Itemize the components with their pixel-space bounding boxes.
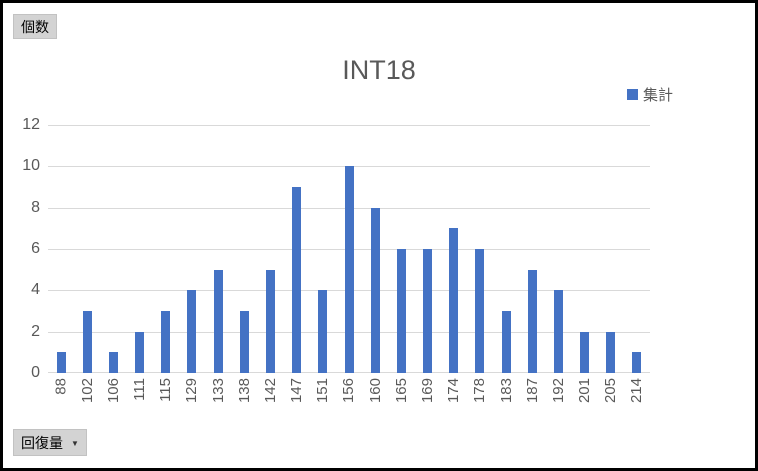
bar[interactable]	[318, 290, 328, 373]
x-axis-category-label: 133	[209, 378, 227, 404]
x-axis-category-label: 151	[314, 378, 332, 404]
x-axis-category-label: 205	[602, 378, 620, 404]
bar[interactable]	[82, 311, 92, 373]
x-axis-category-label: 169	[419, 378, 437, 404]
axis-field-button[interactable]: 回復量 ▼	[13, 429, 87, 456]
x-axis-category-label: 187	[523, 378, 541, 404]
x-axis-category-label: 192	[549, 378, 567, 404]
axis-field-label: 回復量	[21, 434, 63, 451]
bar[interactable]	[213, 269, 223, 373]
x-axis-category-label: 115	[157, 378, 175, 402]
bar[interactable]	[344, 166, 354, 373]
x-axis-category-label: 88	[52, 378, 70, 395]
y-axis-tick-label: 2	[31, 322, 40, 340]
bar[interactable]	[527, 269, 537, 373]
bar[interactable]	[632, 352, 642, 373]
y-axis-tick-label: 4	[31, 281, 40, 299]
y-axis-tick-label: 0	[31, 364, 40, 381]
bar[interactable]	[187, 290, 197, 373]
bar[interactable]	[580, 331, 590, 373]
gridline	[48, 125, 650, 126]
bar[interactable]	[56, 352, 66, 373]
y-axis-tick-label: 8	[31, 198, 40, 216]
y-axis-tick-label: 12	[22, 116, 40, 133]
plot-area	[48, 125, 650, 373]
legend[interactable]: 集計	[627, 84, 673, 105]
x-axis-category-label: 111	[131, 378, 149, 401]
x-axis-category-label: 142	[261, 378, 279, 404]
x-axis-category-label: 160	[366, 378, 384, 404]
x-axis-category-label: 165	[392, 378, 410, 404]
x-axis-category-label: 201	[576, 378, 594, 404]
dropdown-arrow-icon: ▼	[71, 438, 79, 448]
bar[interactable]	[501, 311, 511, 373]
y-axis-tick-label: 6	[31, 240, 40, 257]
x-axis-category-label: 129	[183, 378, 201, 404]
bar[interactable]	[239, 311, 249, 373]
bar[interactable]	[449, 228, 459, 373]
x-axis-category-label: 214	[628, 378, 646, 404]
chart-title: INT18	[342, 55, 416, 85]
x-axis-category-label: 178	[471, 378, 489, 404]
bar[interactable]	[553, 290, 563, 373]
x-axis-category-label: 102	[78, 378, 96, 404]
bar[interactable]	[475, 249, 485, 373]
legend-swatch-icon	[627, 89, 638, 100]
bar[interactable]	[396, 249, 406, 373]
y-axis-tick-label: 10	[22, 157, 40, 175]
bar[interactable]	[423, 249, 433, 373]
x-axis-category-label: 106	[104, 378, 122, 404]
x-axis-category-label: 147	[288, 378, 306, 404]
bar[interactable]	[370, 207, 380, 373]
legend-series-label: 集計	[643, 87, 674, 104]
bar[interactable]	[108, 352, 118, 373]
values-field-button[interactable]: 個数	[13, 14, 57, 39]
x-axis-category-label: 183	[497, 378, 515, 404]
bar[interactable]	[265, 269, 275, 373]
bar[interactable]	[135, 331, 145, 373]
bar[interactable]	[606, 331, 616, 373]
bar[interactable]	[292, 187, 302, 373]
x-axis-category-label: 138	[235, 378, 253, 404]
bar[interactable]	[161, 311, 171, 373]
x-axis-category-label: 174	[445, 378, 463, 404]
x-axis-category-label: 156	[340, 378, 358, 404]
